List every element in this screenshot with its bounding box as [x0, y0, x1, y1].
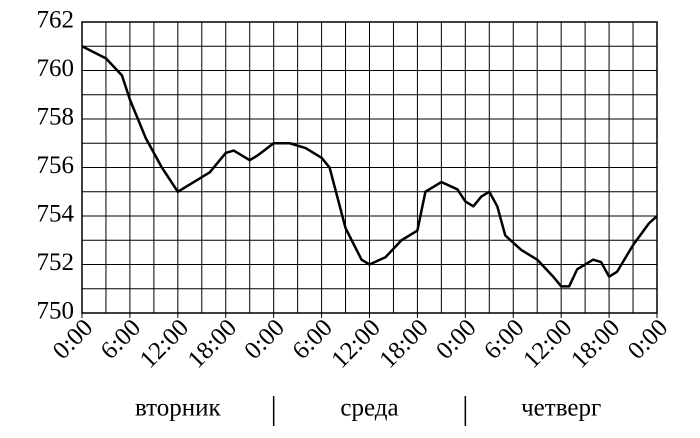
x-tick-label: 12:00 [326, 314, 385, 373]
x-tick-label: 12:00 [518, 314, 577, 373]
day-label: вторник [135, 395, 222, 422]
x-tick-label: 12:00 [135, 314, 194, 373]
y-tick-label: 750 [37, 298, 75, 325]
y-tick-label: 756 [37, 152, 75, 179]
x-tick-label: 18:00 [374, 314, 433, 373]
data-line [81, 45, 658, 288]
x-tick-label: 0:00 [431, 314, 482, 365]
y-tick-label: 758 [37, 104, 75, 131]
x-tick-label: 0:00 [623, 314, 674, 365]
y-tick-label: 754 [37, 201, 75, 228]
y-tick-label: 752 [37, 249, 75, 276]
x-tick-label: 18:00 [183, 314, 242, 373]
x-tick-label: 18:00 [566, 314, 625, 373]
x-tick-label: 0:00 [239, 314, 290, 365]
y-tick-label: 760 [37, 55, 75, 82]
day-label: четверг [521, 395, 601, 422]
y-tick-label: 762 [37, 7, 75, 34]
day-label: среда [340, 395, 398, 422]
